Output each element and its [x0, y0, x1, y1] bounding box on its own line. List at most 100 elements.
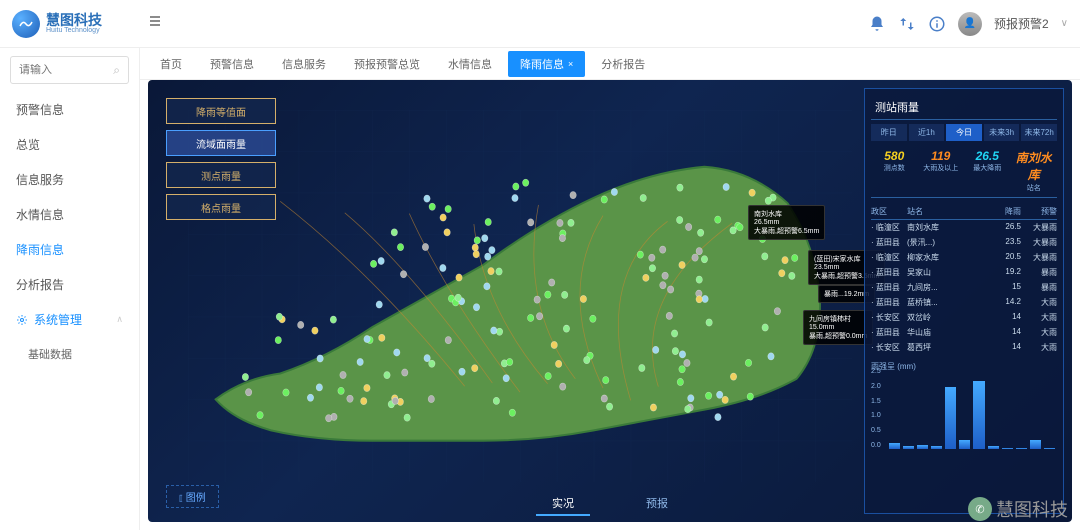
station-dot[interactable] — [649, 265, 655, 272]
sidebar-subitem-basedata[interactable]: 基础数据 — [0, 337, 139, 371]
station-dot[interactable] — [716, 391, 722, 398]
station-dot[interactable] — [330, 316, 336, 323]
station-dot[interactable] — [606, 403, 612, 410]
station-dot[interactable] — [445, 337, 451, 344]
station-dot[interactable] — [659, 246, 665, 253]
bell-icon[interactable] — [868, 15, 886, 33]
station-dot[interactable] — [671, 330, 677, 337]
station-dot[interactable] — [482, 235, 488, 242]
station-dot[interactable] — [715, 216, 721, 223]
station-dot[interactable] — [257, 412, 263, 419]
tab[interactable]: 预警信息 — [198, 51, 266, 77]
station-dot[interactable] — [429, 360, 435, 367]
station-dot[interactable] — [370, 260, 376, 267]
station-dot[interactable] — [397, 244, 403, 251]
station-dot[interactable] — [378, 257, 384, 264]
station-dot[interactable] — [424, 355, 430, 362]
table-row[interactable]: · 长安区葛西坪14大雨 — [871, 340, 1057, 355]
station-dot[interactable] — [667, 286, 673, 293]
station-dot[interactable] — [496, 268, 502, 275]
station-dot[interactable] — [422, 243, 428, 250]
station-dot[interactable] — [601, 395, 607, 402]
table-row[interactable]: · 蓝田县(景汛...) 23.5大暴雨 — [871, 235, 1057, 250]
table-row[interactable]: · 蓝田县吴家山19.2暴雨 — [871, 265, 1057, 280]
station-dot[interactable] — [650, 404, 656, 411]
station-dot[interactable] — [684, 359, 690, 366]
station-dot[interactable] — [379, 334, 385, 341]
station-dot[interactable] — [404, 414, 410, 421]
station-dot[interactable] — [347, 395, 353, 402]
station-dot[interactable] — [509, 409, 515, 416]
sidebar-item[interactable]: 总览 — [0, 127, 139, 162]
station-dot[interactable] — [555, 360, 561, 367]
station-dot[interactable] — [496, 328, 502, 335]
station-dot[interactable] — [534, 296, 540, 303]
station-dot[interactable] — [527, 314, 533, 321]
time-tab[interactable]: 今日 — [946, 124, 982, 141]
station-dot[interactable] — [445, 205, 451, 212]
station-dot[interactable] — [325, 415, 331, 422]
sidebar-item[interactable]: 分析报告 — [0, 267, 139, 302]
station-dot[interactable] — [276, 313, 282, 320]
station-dot[interactable] — [749, 189, 755, 196]
station-dot[interactable] — [384, 372, 390, 379]
station-dot[interactable] — [488, 268, 494, 275]
station-dot[interactable] — [312, 327, 318, 334]
station-dot[interactable] — [603, 376, 609, 383]
close-icon[interactable]: × — [568, 59, 573, 69]
station-dot[interactable] — [307, 394, 313, 401]
tab[interactable]: 预报预警总览 — [342, 51, 432, 77]
time-tab[interactable]: 昨日 — [871, 124, 907, 141]
station-dot[interactable] — [685, 405, 691, 412]
station-dot[interactable] — [696, 296, 702, 303]
station-dot[interactable] — [692, 254, 698, 261]
station-dot[interactable] — [722, 396, 728, 403]
station-dot[interactable] — [747, 393, 753, 400]
station-dot[interactable] — [701, 256, 707, 263]
station-dot[interactable] — [357, 358, 363, 365]
bottom-tab[interactable]: 预报 — [630, 492, 684, 516]
station-dot[interactable] — [705, 392, 711, 399]
tab[interactable]: 信息服务 — [270, 51, 338, 77]
station-dot[interactable] — [677, 378, 683, 385]
station-dot[interactable] — [696, 248, 702, 255]
search-input[interactable] — [19, 64, 113, 76]
station-dot[interactable] — [557, 219, 563, 226]
station-dot[interactable] — [679, 351, 685, 358]
station-dot[interactable] — [637, 251, 643, 258]
station-dot[interactable] — [455, 294, 461, 301]
layer-button[interactable]: 测点雨量 — [166, 162, 276, 188]
sidebar-item-system[interactable]: 系统管理 ∧ — [0, 302, 139, 337]
station-dot[interactable] — [559, 234, 565, 241]
station-dot[interactable] — [440, 214, 446, 221]
legend-toggle[interactable]: ⟦ 图例 — [166, 485, 219, 508]
station-dot[interactable] — [360, 397, 366, 404]
station-dot[interactable] — [340, 371, 346, 378]
station-dot[interactable] — [590, 315, 596, 322]
station-dot[interactable] — [394, 349, 400, 356]
station-dot[interactable] — [643, 274, 649, 281]
station-dot[interactable] — [317, 355, 323, 362]
station-dot[interactable] — [601, 196, 607, 203]
station-dot[interactable] — [640, 194, 646, 201]
table-row[interactable]: · 蓝田县九间房...15暴雨 — [871, 280, 1057, 295]
station-dot[interactable] — [512, 194, 518, 201]
station-dot[interactable] — [568, 219, 574, 226]
station-dot[interactable] — [545, 372, 551, 379]
station-dot[interactable] — [730, 227, 736, 234]
station-dot[interactable] — [283, 389, 289, 396]
time-tab[interactable]: 未来3h — [984, 124, 1020, 141]
station-dot[interactable] — [400, 271, 406, 278]
station-dot[interactable] — [527, 219, 533, 226]
station-dot[interactable] — [459, 368, 465, 375]
station-dot[interactable] — [762, 324, 768, 331]
station-dot[interactable] — [779, 270, 785, 277]
tab[interactable]: 首页 — [148, 51, 194, 77]
station-dot[interactable] — [364, 384, 370, 391]
station-dot[interactable] — [473, 251, 479, 258]
station-dot[interactable] — [660, 282, 666, 289]
tab[interactable]: 分析报告 — [589, 51, 657, 77]
station-dot[interactable] — [491, 327, 497, 334]
station-dot[interactable] — [563, 325, 569, 332]
station-dot[interactable] — [493, 397, 499, 404]
